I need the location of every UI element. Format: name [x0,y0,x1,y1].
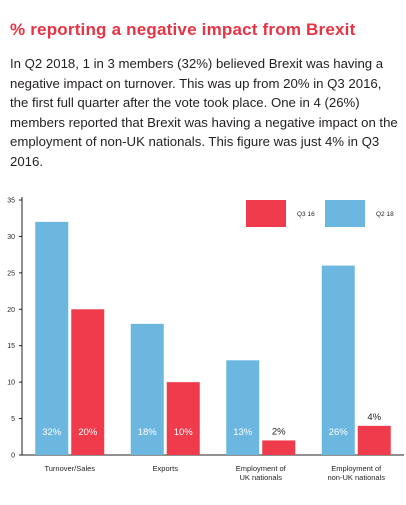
x-tick-label-line: Exports [153,464,179,473]
bar-chart-svg: 0 5 10 15 20 25 30 35 32% 20% Turnover/Sales 18% 10%… [7,197,404,482]
x-tick-label: Exports [153,464,179,473]
x-tick-label-line: Employment of [236,464,287,473]
y-tick-label: 0 [11,453,15,460]
data-label: 32% [42,427,62,438]
bar-chart: 0 5 10 15 20 25 30 35 32% 20% Turnover/Sales 18% 10%… [0,190,406,500]
y-tick-label: 35 [7,198,15,205]
legend-label: Q3 16 [297,211,315,218]
data-label: 20% [78,427,98,438]
x-tick-label-line: UK nationals [239,473,282,482]
data-label: 4% [367,412,381,423]
x-tick-label-line: non-UK nationals [327,473,385,482]
x-tick-label: Employment of non-UK nationals [327,464,385,482]
legend-swatch [246,200,286,227]
data-label: 26% [329,427,349,438]
y-tick-label: 30 [7,234,15,241]
y-tick-label: 15 [7,343,15,350]
bar-q2-18 [130,323,164,455]
legend-swatch [325,200,365,227]
bar-q3-16 [262,440,296,455]
bar-q3-16 [71,309,105,455]
bar-q2-18 [226,360,260,455]
y-tick-label: 25 [7,270,15,277]
bar-q2-18 [35,221,69,455]
bar-q3-16 [357,425,391,455]
data-label: 18% [138,427,158,438]
data-label: 2% [272,426,286,437]
intro-paragraph: In Q2 2018, 1 in 3 members (32%) believe… [10,56,398,169]
bar-q3-16 [166,382,200,455]
x-tick-label: Employment of UK nationals [236,464,287,482]
data-label: 13% [233,427,253,438]
y-tick-label: 5 [11,416,15,423]
data-label: 10% [174,427,194,438]
x-tick-label-line: Employment of [331,464,382,473]
y-tick-label: 20 [7,307,15,314]
x-tick-label-line: Turnover/Sales [44,464,95,473]
y-tick-label: 10 [7,380,15,387]
chart-title: % reporting a negative impact from Brexi… [10,20,356,39]
x-tick-label: Turnover/Sales [44,464,95,473]
legend-label: Q2 18 [376,211,394,218]
bar-q2-18 [321,265,355,455]
